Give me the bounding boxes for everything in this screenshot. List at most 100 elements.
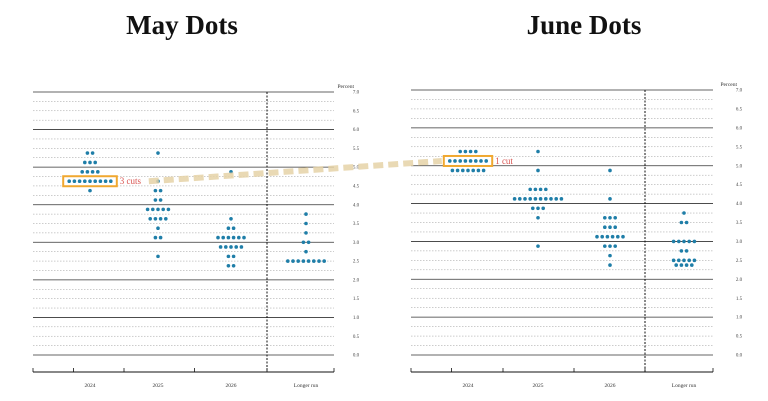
fomc-dot xyxy=(301,259,306,263)
fomc-dot xyxy=(83,160,87,165)
fomc-dot xyxy=(72,179,77,184)
june-dot-plot: 0.0 0.5 1.0 1.5 2.0 2.5 3.0 3.5 4.0 4.5 5.0 5.5 6.0 6… xyxy=(410,82,743,389)
y-tick-label: 0.0 xyxy=(736,354,743,359)
fomc-dot xyxy=(224,245,228,249)
fomc-dot xyxy=(461,168,465,173)
y-tick-label: 6.0 xyxy=(736,126,743,131)
fomc-dot xyxy=(679,263,684,267)
fomc-dot xyxy=(166,207,171,212)
fomc-dot xyxy=(471,168,476,173)
fomc-dot xyxy=(679,220,684,225)
fomc-dot xyxy=(682,258,686,263)
fomc-dot xyxy=(80,170,84,174)
y-tick-label: 7.0 xyxy=(353,91,360,96)
fomc-dot xyxy=(234,245,238,249)
fomc-dot xyxy=(608,168,612,173)
y-tick-label: 1.0 xyxy=(736,316,743,321)
fomc-dot xyxy=(77,179,82,184)
fomc-dot xyxy=(286,259,290,263)
fomc-dot xyxy=(90,151,95,155)
fomc-dot xyxy=(468,149,473,154)
fomc-dot xyxy=(474,159,478,163)
x-category-label: 2024 xyxy=(85,383,96,389)
fomc-dot xyxy=(103,179,108,184)
fomc-dot xyxy=(541,206,545,211)
fomc-dot xyxy=(458,149,463,154)
may-dots-title: May Dots xyxy=(126,10,238,40)
fomc-dot xyxy=(151,207,155,212)
fomc-dot xyxy=(88,160,92,165)
fomc-dot xyxy=(528,197,532,201)
fomc-dot xyxy=(554,197,558,201)
fomc-dot xyxy=(301,240,306,245)
fomc-dot xyxy=(153,217,158,221)
fomc-dot xyxy=(528,187,532,192)
fomc-dot xyxy=(158,198,163,202)
fomc-dot xyxy=(93,179,97,184)
fomc-dot xyxy=(605,234,610,239)
fomc-dot xyxy=(322,259,327,263)
y-tick-label: 3.5 xyxy=(353,222,360,227)
y-axis-label: Percent xyxy=(721,82,738,88)
fomc-dot xyxy=(671,258,676,263)
fomc-dot xyxy=(608,244,612,248)
y-tick-label: 6.5 xyxy=(353,109,360,114)
fomc-dot xyxy=(684,263,689,267)
fomc-dot xyxy=(613,244,617,248)
fomc-dot xyxy=(600,234,604,239)
fomc-dot xyxy=(229,217,233,221)
fomc-dot xyxy=(306,259,311,263)
x-category-label: 2026 xyxy=(605,383,616,389)
fomc-dot xyxy=(538,197,543,201)
fomc-dot xyxy=(687,258,691,263)
may-dot-plot: 0.0 0.5 1.0 1.5 2.0 2.5 3.0 3.5 4.0 4.5 5.0 5.5 6.0 6… xyxy=(32,84,360,389)
x-category-label: 2025 xyxy=(153,383,164,389)
fomc-dot xyxy=(231,226,236,230)
fomc-dot xyxy=(231,263,236,268)
fomc-dot xyxy=(687,239,691,244)
fomc-dot xyxy=(474,149,478,154)
fomc-dot xyxy=(229,245,233,249)
y-tick-label: 3.5 xyxy=(736,221,743,226)
fomc-dot xyxy=(161,207,165,212)
y-tick-label: 4.0 xyxy=(353,203,360,208)
fomc-dot xyxy=(458,159,463,163)
fomc-dot xyxy=(608,253,612,258)
cut-comparison-connector xyxy=(148,157,443,185)
y-tick-label: 6.5 xyxy=(736,108,743,113)
fomc-dot xyxy=(226,235,231,240)
y-tick-label: 7.0 xyxy=(736,89,743,94)
y-axis-label: Percent xyxy=(338,84,355,90)
y-tick-label: 1.0 xyxy=(353,316,360,321)
fomc-dot xyxy=(226,254,231,259)
fomc-dot xyxy=(93,160,97,165)
y-tick-label: 2.0 xyxy=(736,278,743,283)
fomc-dot xyxy=(148,217,152,221)
fomc-dot xyxy=(538,187,543,192)
fomc-dot xyxy=(690,263,694,267)
fomc-dot xyxy=(481,168,486,173)
fomc-dot xyxy=(684,249,689,253)
fomc-dot xyxy=(608,263,612,267)
y-tick-label: 5.5 xyxy=(736,145,743,150)
fomc-dot xyxy=(616,234,620,239)
fomc-dot xyxy=(158,188,163,193)
fomc-dot xyxy=(677,258,681,263)
fomc-dot xyxy=(145,207,150,212)
fomc-dot xyxy=(621,234,625,239)
fomc-dot xyxy=(476,168,481,173)
fomc-dot xyxy=(512,197,517,201)
fomc-dot xyxy=(237,235,241,240)
fomc-dot xyxy=(613,215,617,220)
y-tick-label: 0.0 xyxy=(353,354,360,359)
fomc-dot xyxy=(291,259,295,263)
fomc-dot xyxy=(156,207,160,212)
fomc-dot xyxy=(536,244,540,248)
x-category-label: Longer run xyxy=(672,383,697,389)
fomc-dot xyxy=(304,212,308,216)
fomc-dot xyxy=(684,220,689,225)
fomc-dot xyxy=(88,179,92,184)
fomc-dot xyxy=(239,245,244,249)
y-tick-label: 5.0 xyxy=(736,164,743,169)
